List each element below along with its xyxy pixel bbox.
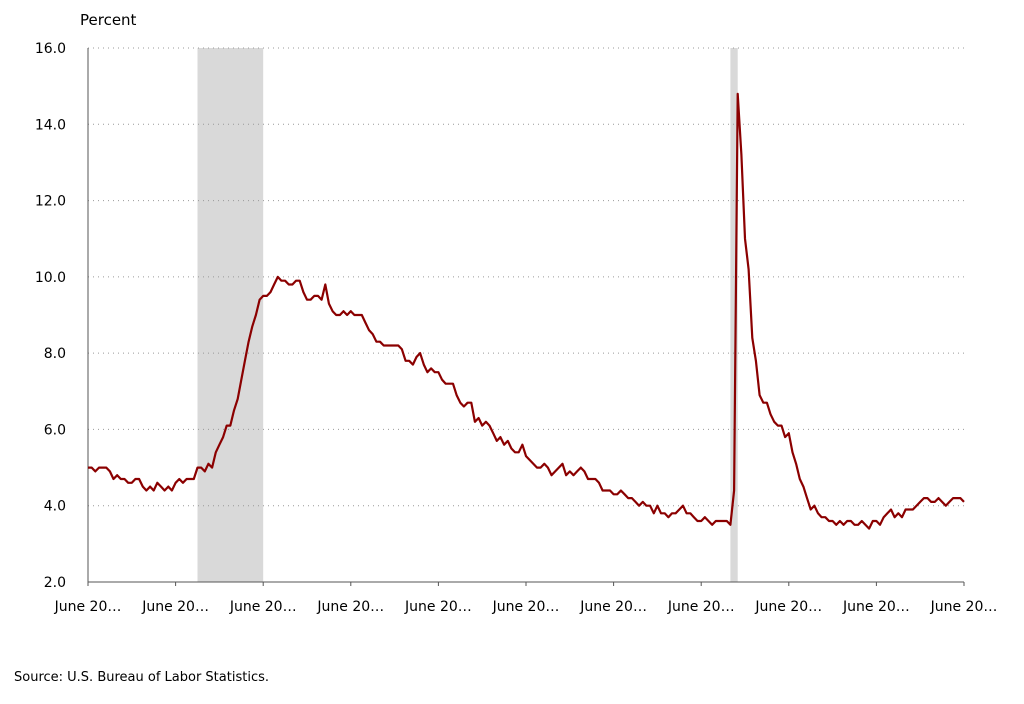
x-tick-label: June 20… bbox=[492, 599, 560, 615]
y-tick-label: 6.0 bbox=[44, 422, 66, 438]
x-tick-label: June 20… bbox=[316, 599, 384, 615]
gridlines bbox=[88, 47, 964, 507]
x-tick-label: June 20… bbox=[141, 599, 209, 615]
y-tick-label: 10.0 bbox=[35, 270, 66, 286]
recession-shading bbox=[730, 48, 738, 582]
x-tick-label: June 20… bbox=[842, 599, 910, 615]
series-layer bbox=[88, 92, 965, 530]
y-tick-label: 4.0 bbox=[44, 499, 66, 515]
x-tick-label: June 20… bbox=[667, 599, 735, 615]
x-tick-label: June 20… bbox=[579, 599, 647, 615]
y-tick-label: 14.0 bbox=[35, 117, 66, 133]
x-tick-label: June 20… bbox=[229, 599, 297, 615]
y-tick-label: 2.0 bbox=[44, 575, 66, 591]
y-tick-labels: 2.0 4.0 6.0 8.0 10.0 12.0 14.0 16.0 bbox=[35, 41, 66, 591]
recession-shading-layer bbox=[197, 48, 738, 582]
y-axis-label: Percent bbox=[80, 11, 137, 29]
y-tick-label: 16.0 bbox=[35, 41, 66, 57]
source-note: Source: U.S. Bureau of Labor Statistics. bbox=[14, 670, 269, 685]
x-tick-label: June 20… bbox=[754, 599, 822, 615]
x-tick-label: June 20… bbox=[54, 599, 122, 615]
series-line bbox=[88, 92, 965, 530]
x-tick-label: June 20… bbox=[930, 599, 998, 615]
x-tick-labels: June 20… June 20… June 20… June 20… June 20…… bbox=[54, 582, 998, 615]
x-tick-label: June 20… bbox=[404, 599, 472, 615]
y-tick-label: 8.0 bbox=[44, 346, 66, 362]
y-tick-label: 12.0 bbox=[35, 194, 66, 210]
recession-shading bbox=[197, 48, 264, 582]
line-chart: 2.04.06.08.010.012.014.016.0 June 20… Jun… bbox=[35, 11, 998, 615]
